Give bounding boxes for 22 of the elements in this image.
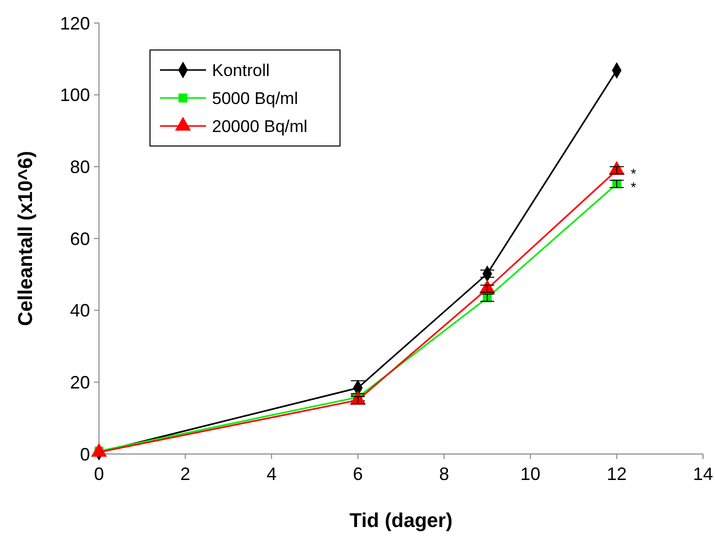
annotation: * (630, 165, 637, 182)
x-tick-label: 4 (266, 464, 277, 484)
x-axis-title: Tid (dager) (350, 510, 452, 532)
legend-label: 20000 Bq/ml (212, 116, 308, 136)
legend-label: Kontroll (212, 60, 270, 80)
x-tick-label: 14 (692, 464, 714, 484)
x-tick-label: 10 (520, 464, 540, 484)
y-tick-label: 100 (60, 85, 90, 106)
x-tick-label: 2 (180, 464, 190, 484)
y-tick-label: 120 (60, 13, 90, 34)
x-tick-label: 8 (439, 464, 450, 484)
y-axis-title: Celleantall (x10^6) (15, 150, 37, 326)
y-tick-label: 20 (70, 372, 90, 392)
legend-label: 5000 Bq/ml (212, 88, 298, 108)
y-tick-label: 40 (70, 300, 90, 321)
x-tick-label: 12 (606, 464, 627, 484)
y-tick-label: 60 (70, 228, 90, 249)
y-tick-label: 0 (80, 444, 90, 464)
annotation: * (630, 178, 637, 195)
x-tick-label: 6 (352, 464, 363, 484)
x-tick-label: 0 (94, 464, 104, 484)
y-tick-label: 80 (70, 156, 90, 177)
